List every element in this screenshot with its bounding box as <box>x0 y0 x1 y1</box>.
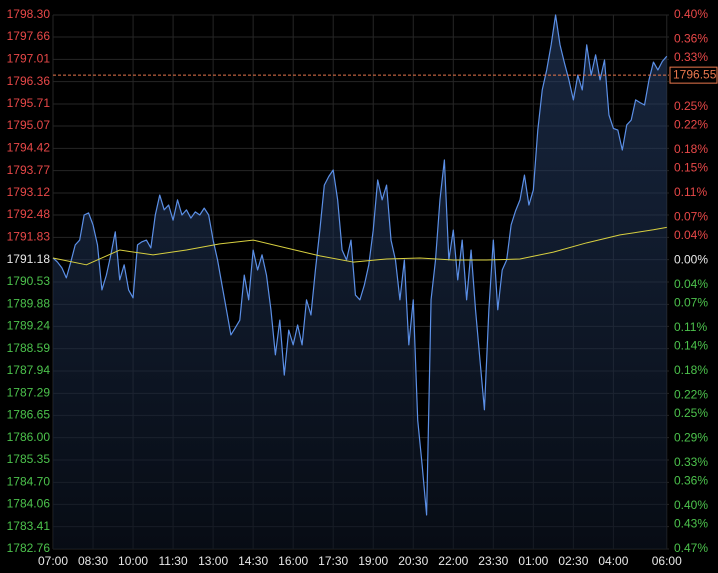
y2-tick-label: 0.36% <box>674 32 708 46</box>
y2-tick-label: 0.04% <box>674 228 708 242</box>
x-tick-label: 11:30 <box>159 554 188 568</box>
line <box>52 14 668 516</box>
x-tick-label: 08:30 <box>78 554 108 568</box>
y-tick-label: 1782.76 <box>7 541 51 555</box>
y2-tick-label: 0.22% <box>674 118 708 132</box>
y-tick-label: 1798.30 <box>7 7 51 21</box>
reference-label-box <box>669 66 718 84</box>
x-tick-label: 01:00 <box>518 554 548 568</box>
y2-tick-label: 0.22% <box>674 388 708 402</box>
y-tick-label: 1795.07 <box>7 118 51 132</box>
y-tick-label: 1791.83 <box>7 230 51 244</box>
y2-tick-label: 0.15% <box>674 161 708 175</box>
y2-tick-label: 0.00% <box>674 253 708 267</box>
x-tick-label: 07:00 <box>38 554 68 568</box>
x-tick-label: 19:00 <box>358 554 388 568</box>
y-tick-label: 1784.06 <box>7 497 51 511</box>
y2-tick-label: 0.43% <box>674 517 708 531</box>
y2-tick-label: 0.40% <box>674 7 708 21</box>
y2-tick-label: 0.04% <box>674 277 708 291</box>
y2-tick-label: 0.07% <box>674 296 708 310</box>
x-tick-label: 23:30 <box>478 554 508 568</box>
reference-label: 1796.55 <box>673 67 717 81</box>
y-tick-label: 1784.70 <box>7 475 51 489</box>
y2-tick-label: 0.36% <box>674 474 708 488</box>
y-tick-label: 1787.29 <box>7 386 51 400</box>
y-tick-label: 1789.24 <box>7 319 51 333</box>
line <box>52 226 667 266</box>
y2-tick-label: 0.33% <box>674 455 708 469</box>
x-tick-label: 17:30 <box>318 554 348 568</box>
x-tick-label: 13:00 <box>198 554 228 568</box>
x-tick-label: 14:30 <box>238 554 268 568</box>
y2-tick-label: 0.29% <box>674 431 708 445</box>
y-tick-label: 1786.00 <box>7 430 51 444</box>
y2-tick-label: 0.18% <box>674 363 708 377</box>
y2-tick-label: 0.07% <box>674 210 708 224</box>
y-tick-label: 1794.42 <box>7 141 51 155</box>
y2-tick-label: 0.18% <box>674 142 708 156</box>
y2-tick-label: 0.40% <box>674 498 708 512</box>
y-tick-label: 1787.94 <box>7 363 51 377</box>
y2-tick-label: 0.14% <box>674 339 708 353</box>
y-tick-label: 1790.53 <box>7 274 51 288</box>
x-tick-label: 04:00 <box>598 554 628 568</box>
x-tick-label: 10:00 <box>118 554 148 568</box>
y-tick-label: 1786.65 <box>7 408 51 422</box>
y-tick-label: 1793.12 <box>7 185 51 199</box>
x-tick-label: 20:30 <box>398 554 428 568</box>
area <box>53 15 667 549</box>
y-tick-label: 1797.66 <box>7 29 51 43</box>
y-tick-label: 1783.41 <box>7 519 51 533</box>
y2-tick-label: 0.25% <box>674 406 708 420</box>
x-tick-label: 02:30 <box>558 554 588 568</box>
x-tick-label: 22:00 <box>438 554 468 568</box>
y2-tick-label: 0.25% <box>674 99 708 113</box>
y2-tick-label: 0.47% <box>674 541 708 555</box>
y-tick-label: 1792.48 <box>7 207 51 221</box>
y-tick-label: 1795.71 <box>7 96 51 110</box>
y-tick-label: 1785.35 <box>7 452 51 466</box>
y-tick-label: 1789.88 <box>7 297 51 311</box>
y-tick-label: 1797.01 <box>7 52 51 66</box>
y-tick-label: 1793.77 <box>7 163 51 177</box>
x-tick-label: 06:00 <box>652 554 682 568</box>
y-tick-label: 1796.36 <box>7 74 51 88</box>
y2-tick-label: 0.11% <box>674 185 707 199</box>
y2-tick-label: 0.11% <box>674 320 707 334</box>
x-tick-label: 16:00 <box>278 554 308 568</box>
y-tick-label: 1791.18 <box>7 252 51 266</box>
y-tick-label: 1788.59 <box>7 341 51 355</box>
y2-tick-label: 0.33% <box>674 50 708 64</box>
